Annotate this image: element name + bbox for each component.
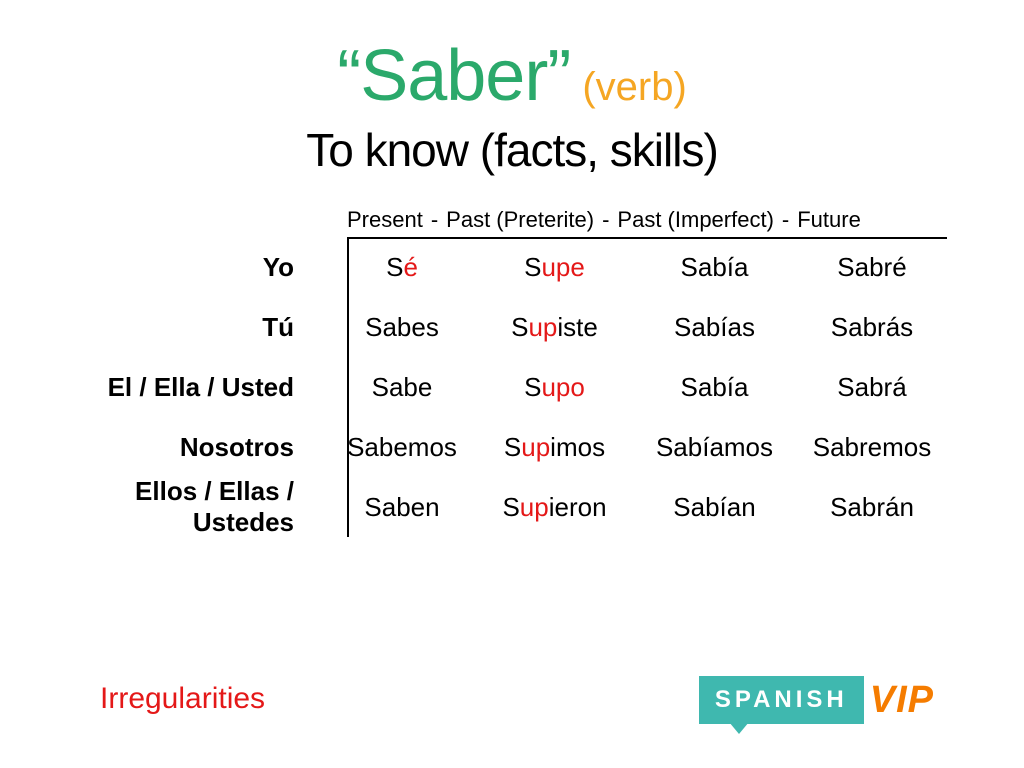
text-fragment: S — [511, 312, 528, 342]
conjugation-cell: Supiste — [477, 312, 632, 343]
text-fragment: Sabes — [365, 312, 439, 342]
irregular-fragment: up — [528, 312, 557, 342]
translation: To know (facts, skills) — [0, 123, 1024, 177]
conjugation-cell: Saben — [327, 492, 477, 523]
table-row: Tú Sabes Supiste Sabías Sabrás — [77, 297, 947, 357]
conjugation-cell: Sé — [327, 252, 477, 283]
text-fragment: Sabíamos — [656, 432, 773, 462]
table-row: El / Ella / Usted Sabe Supo Sabía Sabrá — [77, 357, 947, 417]
pronoun: Ellos / Ellas / Ustedes — [77, 476, 312, 538]
table-row: Nosotros Sabemos Supimos Sabíamos Sabremos — [77, 417, 947, 477]
table-body: YoSéSupeSabíaSabréTúSabesSupisteSabíasSa… — [77, 237, 947, 537]
pronoun: Tú — [77, 312, 312, 343]
conjugation-cell: Sabes — [327, 312, 477, 343]
conjugation-cell: Supe — [477, 252, 632, 283]
irregular-fragment: up — [520, 492, 549, 522]
conjugation-cell: Sabrá — [797, 372, 947, 403]
irregular-fragment: é — [403, 252, 417, 282]
conjugation-cell: Sabré — [797, 252, 947, 283]
table-row: Ellos / Ellas / Ustedes Saben Supieron Sabí… — [77, 477, 947, 537]
conjugation-cell: Sabía — [632, 372, 797, 403]
text-fragment: Sabrás — [831, 312, 913, 342]
text-fragment: imos — [550, 432, 605, 462]
separator: - — [774, 207, 797, 233]
pronoun: El / Ella / Usted — [77, 372, 312, 403]
text-fragment: Sabemos — [347, 432, 457, 462]
logo-spanish: SPANISH — [699, 676, 864, 724]
conjugation-cell: Supimos — [477, 432, 632, 463]
conjugation-cell: Supo — [477, 372, 632, 403]
text-fragment: Sabremos — [813, 432, 932, 462]
verb-title: “Saber” — [337, 35, 570, 117]
logo: SPANISH VIP — [699, 676, 934, 724]
table-row: YoSéSupeSabíaSabré — [77, 237, 947, 297]
text-fragment: iste — [557, 312, 597, 342]
conjugation-cell: Sabías — [632, 312, 797, 343]
text-fragment: S — [524, 372, 541, 402]
text-fragment: ieron — [549, 492, 607, 522]
tense-imperfect: Past (Imperfect) — [617, 207, 773, 233]
text-fragment: Saben — [364, 492, 439, 522]
cells: SéSupeSabíaSabré — [312, 252, 947, 283]
tense-preterite: Past (Preterite) — [446, 207, 594, 233]
conjugation-cell: Sabremos — [797, 432, 947, 463]
conjugation-cell: Sabrás — [797, 312, 947, 343]
text-fragment: Sabré — [837, 252, 906, 282]
horizontal-line — [347, 237, 947, 239]
tense-future: Future — [797, 207, 861, 233]
conjugation-cell: Sabían — [632, 492, 797, 523]
verb-pos: (verb) — [582, 65, 686, 110]
irregular-fragment: upe — [541, 252, 584, 282]
irregularities-label: Irregularities — [100, 682, 265, 716]
irregular-fragment: upo — [541, 372, 584, 402]
text-fragment: S — [504, 432, 521, 462]
cells: Saben Supieron Sabían Sabrán — [312, 492, 947, 523]
conjugation-cell: Sabe — [327, 372, 477, 403]
conjugation-cell: Sabía — [632, 252, 797, 283]
text-fragment: Sabías — [674, 312, 755, 342]
header: “Saber” (verb) To know (facts, skills) — [0, 0, 1024, 177]
text-fragment: Sabe — [372, 372, 433, 402]
text-fragment: Sabía — [681, 252, 749, 282]
title-line: “Saber” (verb) — [0, 35, 1024, 117]
text-fragment: Sabrá — [837, 372, 906, 402]
pronoun: Nosotros — [77, 432, 312, 463]
cells: Sabes Supiste Sabías Sabrás — [312, 312, 947, 343]
conjugation-table: Present - Past (Preterite) - Past (Imper… — [77, 207, 947, 537]
text-fragment: Sabrán — [830, 492, 914, 522]
conjugation-cell: Supieron — [477, 492, 632, 523]
cells: Sabe Supo Sabía Sabrá — [312, 372, 947, 403]
conjugation-cell: Sabemos — [327, 432, 477, 463]
text-fragment: Sabían — [673, 492, 755, 522]
pronoun: Yo — [77, 252, 312, 283]
separator: - — [594, 207, 617, 233]
text-fragment: Sabía — [681, 372, 749, 402]
logo-vip: VIP — [870, 679, 934, 722]
text-fragment: S — [386, 252, 403, 282]
separator: - — [423, 207, 446, 233]
conjugation-cell: Sabíamos — [632, 432, 797, 463]
vertical-line — [347, 237, 349, 537]
text-fragment: S — [502, 492, 519, 522]
conjugation-cell: Sabrán — [797, 492, 947, 523]
cells: Sabemos Supimos Sabíamos Sabremos — [312, 432, 947, 463]
tense-header: Present - Past (Preterite) - Past (Imper… — [347, 207, 947, 237]
tense-present: Present — [347, 207, 423, 233]
irregular-fragment: up — [521, 432, 550, 462]
text-fragment: S — [524, 252, 541, 282]
